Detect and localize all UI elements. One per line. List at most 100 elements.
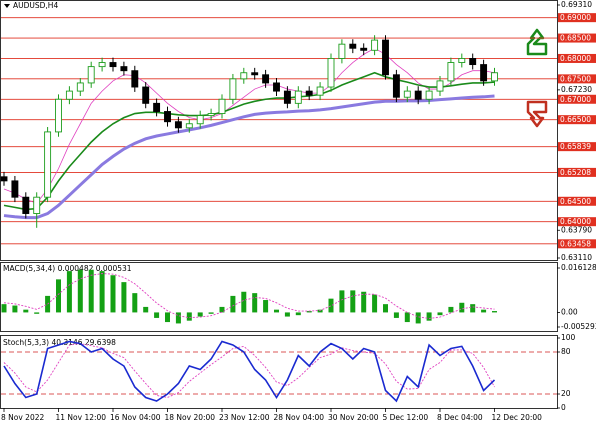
macd-bar (230, 295, 236, 313)
down-arrow-icon (526, 100, 548, 128)
macd-bar (448, 306, 454, 313)
level-label-box (558, 115, 596, 125)
candle-body (185, 123, 193, 129)
candle-body (240, 72, 248, 80)
candle-body (131, 70, 139, 88)
moving-average-line (3, 71, 495, 211)
macd-bar (404, 312, 410, 323)
level-label: 0.65208 (560, 168, 591, 177)
level-label-box (558, 13, 596, 23)
macd-bar (88, 269, 94, 313)
candle-body (44, 131, 52, 198)
macd-bar (426, 312, 432, 321)
level-label: 0.67000 (560, 95, 591, 104)
stoch-signal-line (3, 343, 495, 398)
y-tick-label: 0.63110 (561, 253, 592, 262)
candle-body (142, 86, 150, 104)
level-label: 0.69000 (560, 13, 591, 22)
candle-body (87, 66, 95, 84)
main-panel (0, 0, 558, 261)
candle-body (11, 180, 19, 198)
candle-body (283, 90, 291, 104)
y-tick-label: 0 (561, 403, 566, 412)
macd-bar (481, 309, 487, 313)
candle-body (218, 98, 226, 114)
macd-bar (143, 306, 149, 313)
candle-body (305, 90, 313, 96)
macd-bar (459, 302, 465, 313)
candle-body (469, 58, 477, 66)
level-label-box (558, 167, 596, 177)
level-label-box (558, 196, 596, 206)
macd-bar (492, 311, 497, 313)
candle-body (316, 86, 324, 96)
candle-body (360, 47, 368, 51)
candle-body (403, 90, 411, 98)
macd-bar (470, 304, 476, 313)
candle-body (229, 78, 237, 100)
candle-body (33, 196, 41, 214)
candle-body (273, 82, 280, 92)
y-tick-label: 0.016128 (561, 263, 596, 272)
moving-average-line (3, 47, 495, 204)
candle-body (196, 115, 204, 125)
moving-average-line (3, 94, 495, 220)
x-tick-label: 28 Nov 04:00 (274, 413, 325, 422)
level-label: 0.67500 (560, 74, 591, 83)
candle-body (371, 39, 379, 51)
candle-body (251, 72, 259, 76)
macd-bar (77, 269, 83, 313)
x-tick-label: 16 Nov 04:00 (110, 413, 161, 422)
macd-bar (66, 271, 72, 313)
macd-bar (165, 312, 170, 323)
candle-body (382, 39, 389, 76)
x-tick-label: 8 Nov 2022 (1, 413, 44, 422)
candle-body (327, 58, 335, 88)
macd-bar (284, 312, 290, 317)
macd-bar (12, 305, 18, 313)
candle-body (349, 43, 357, 49)
macd-bar (56, 279, 61, 313)
macd-bar (132, 293, 138, 313)
macd-bar (437, 312, 443, 316)
macd-bar (23, 309, 29, 313)
candle-body (447, 62, 455, 82)
level-label: 0.68500 (560, 34, 591, 43)
candle-body (98, 62, 106, 68)
candle-body (22, 196, 30, 214)
macd-bar (350, 290, 356, 313)
y-tick-label: 20 (561, 389, 571, 398)
macd-bar (372, 294, 378, 313)
candle-body (76, 82, 84, 92)
chart-title: AUDUSD,H4 (13, 1, 58, 10)
macd-bar (34, 312, 40, 314)
level-label-box (558, 142, 596, 152)
candle-body (0, 176, 8, 182)
macd-bar (1, 304, 7, 313)
level-label-box (558, 53, 596, 63)
macd-bar (241, 291, 247, 313)
level-label: 0.64500 (560, 197, 591, 206)
candle-body (480, 64, 488, 82)
macd-panel (0, 262, 558, 332)
macd-bar (121, 282, 127, 313)
macd-bar (175, 312, 181, 324)
stoch-main-line (3, 340, 496, 403)
candle-body (425, 90, 433, 100)
x-tick-label: 5 Dec 12:00 (383, 413, 429, 422)
y-tick-label: 0.63790 (561, 225, 592, 234)
macd-bar (154, 312, 160, 318)
candle-body (338, 43, 346, 59)
level-label-box (558, 74, 596, 84)
x-tick-label: 11 Nov 12:00 (56, 413, 107, 422)
macd-bar (252, 293, 258, 313)
macd-bar (295, 312, 301, 316)
macd-bar (219, 306, 225, 313)
macd-signal-line (3, 273, 495, 319)
macd-bar (415, 312, 421, 324)
level-label-box (558, 217, 596, 227)
candle-body (153, 102, 161, 112)
